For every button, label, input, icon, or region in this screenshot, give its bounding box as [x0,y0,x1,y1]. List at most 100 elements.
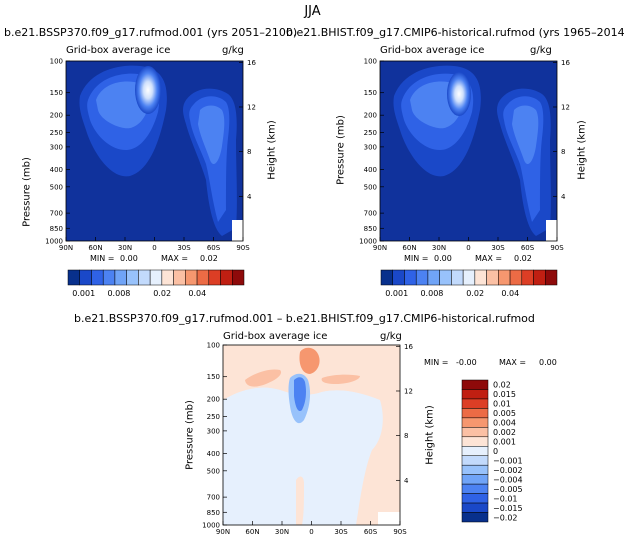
panel2-colorbar-label: 0.008 [420,289,443,298]
panel2-max-label: MAX = [475,254,503,263]
panel3-colorbar-swatch [461,512,489,523]
panel2-units-label: g/kg [530,45,552,56]
page-title: JJA [304,4,321,19]
panel2-ytick-label: 500 [364,183,377,191]
panel3-xtick-label: 30S [334,528,348,536]
panel2-masked-surface [546,220,557,241]
panel3-ytick-label: 300 [207,427,220,435]
panel2-xtick-label: 30S [491,244,505,252]
panel2-xtick-label: 60N [402,244,416,252]
panel3-colorbar-label: −0.02 [493,513,518,522]
panel3-positive-surface-column [296,476,304,525]
panel3-xtick-label: 90N [216,528,230,536]
panel3-title: b.e21.BSSP370.f09_g17.rufmod.001 – b.e21… [74,312,535,325]
panel1-ytick-label: 400 [50,166,63,174]
panel1-ytick-label: 250 [50,129,63,137]
panel1-chart: 90N 60N 30N 0 30S 60S 90S 100 150 200 250 300 400 50… [45,58,256,299]
panel1-xtick-label: 60N [88,244,102,252]
panel3-colorbar-swatch [461,427,489,438]
panel3-max-label: MAX = [499,358,527,367]
panel3-ytick-label: 200 [207,396,220,404]
panel3-colorbar-label: −0.01 [493,494,518,503]
panel2-min-label: MIN = [404,254,429,263]
panel3-xtick-label: 90S [393,528,407,536]
panel1-xtick-label: 30N [118,244,132,252]
panel3-ytick-label: 850 [207,509,220,517]
panel1-max-value: 0.02 [200,254,218,263]
panel1-xtick-label: 0 [152,244,156,252]
panel2-colorbar-label: 0.02 [466,289,484,298]
panel3-ytick-right-label: 12 [404,387,413,395]
panel2-ytick-label: 700 [364,210,377,218]
panel3-positive-band-right [321,374,360,384]
panel1-colorbar-swatch [232,269,245,286]
panel3-ytick-label: 250 [207,413,220,421]
panel1-xtick-label: 90S [236,244,250,252]
panel1-masked-surface [232,220,243,241]
panel3-ytick-right-label: 8 [404,432,408,440]
panel1-ytick-right-label: 8 [247,148,251,156]
panel1-ytick-right-label: 4 [247,193,252,201]
panel2-ytick-label: 250 [364,129,377,137]
panel3-max-value: 0.00 [539,358,557,367]
panel1-ytick-label: 150 [50,89,63,97]
panel2-max-value: 0.02 [514,254,532,263]
panel3-colorbar-swatch [461,417,489,428]
panel3-colorbar-label: 0.01 [493,400,511,409]
panel1-xtick-label: 30S [177,244,191,252]
panel1-min-label: MIN = [90,254,115,263]
panel1-ytick-label: 1000 [45,238,63,246]
panel3-colorbar-swatch [461,436,489,447]
panel3-colorbar-label: 0.015 [493,390,516,399]
panel3-colorbar-swatch [461,379,489,390]
panel3-negative-core-inner [294,377,306,412]
panel2-xtick-label: 0 [466,244,470,252]
panel1-ytick-label: 500 [50,183,63,191]
panel1-ytick-label: 100 [50,58,63,66]
panel3-colorbar-label: 0.004 [493,419,516,428]
panel2-ytick-right-label: 4 [561,193,566,201]
panel3-negative-region [223,387,383,525]
panel2-ytick-label: 300 [364,143,377,151]
panel1-colorbar-label: 0.02 [153,289,171,298]
panel3-colorbar-label: 0 [493,447,498,456]
panel2-ytick-label: 400 [364,166,377,174]
panel2-max-core [447,72,471,116]
panel3-colorbar-swatch [461,446,489,456]
panel3-colorbar-swatch [461,483,489,494]
panel2-ytick-label: 200 [364,112,377,120]
panel3-colorbar-swatch [461,502,489,513]
panel2-ytick-label: 100 [364,58,377,66]
panel3-colorbar-swatch [461,474,489,485]
panel3-colorbar-label: −0.015 [493,504,523,513]
panel1-colorbar-label: 0.001 [72,289,95,298]
panel2-ytick-right-label: 16 [561,59,570,67]
panel3-xtick-label: 30N [275,528,289,536]
panel3-ytick-label: 500 [207,467,220,475]
panel1-ytick-label: 700 [50,210,63,218]
panel3-colorbar-label: 0.02 [493,381,511,390]
panel2-xtick-label: 90S [550,244,564,252]
panel3-ytick-right-label: 4 [404,477,409,485]
panel2-ytick-label: 850 [364,225,377,233]
panel2-title: b.e21.BHIST.f09_g17.CMIP6-historical.ruf… [286,26,625,39]
panel3-variable-label: Grid-box average ice [223,331,328,342]
panel1-min-value: 0.00 [120,254,138,263]
panel3-ytick-label: 1000 [202,522,220,530]
panel1-max-label: MAX = [161,254,189,263]
panel3-colorbar-label: 0.005 [493,409,516,418]
panel2-variable-label: Grid-box average ice [380,45,485,56]
panel3-colorbar-swatch [461,408,489,419]
panel3-colorbar-label: 0.002 [493,428,516,437]
panel1-ytick-right-label: 12 [247,103,256,111]
panel2-colorbar-label: 0.001 [385,289,408,298]
panel2-ytick-label: 150 [364,89,377,97]
panel2-colorbar-label: 0.04 [501,289,519,298]
panel3-units-label: g/kg [380,331,402,342]
panel2-chart: 90N 60N 30N 0 30S 60S 90S 100 150 200 250 300 400 50… [359,58,570,299]
panel2-ytick-right-label: 12 [561,103,570,111]
panel1-ytick-right-label: 16 [247,59,256,67]
panel3-ytick-label: 700 [207,494,220,502]
panel1-xtick-label: 60S [207,244,221,252]
